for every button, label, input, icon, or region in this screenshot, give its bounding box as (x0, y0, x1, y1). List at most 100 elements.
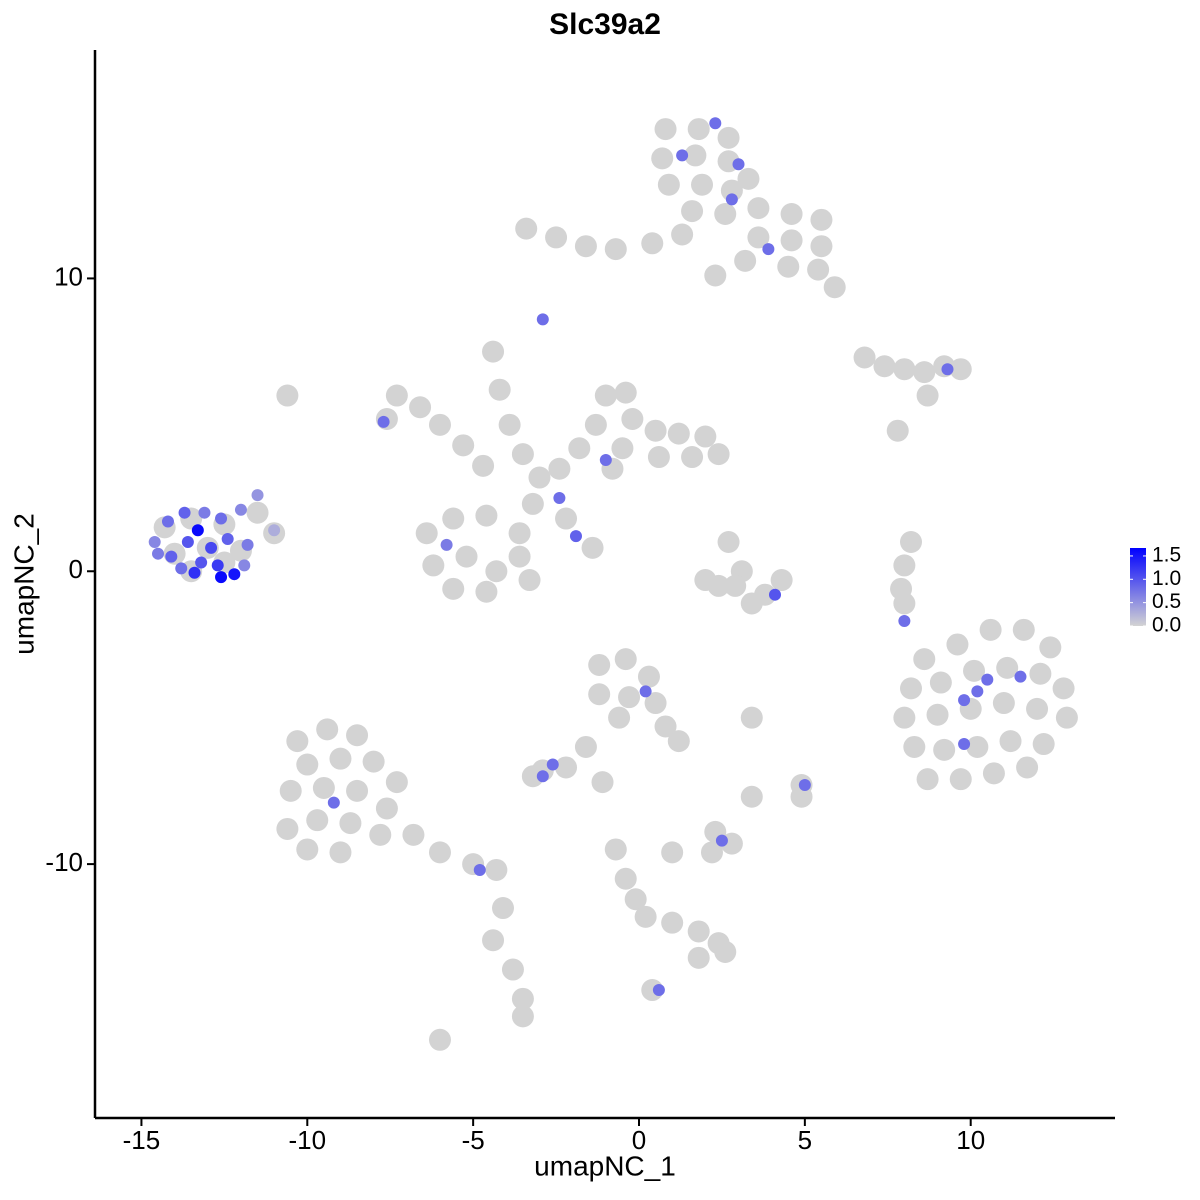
point (621, 407, 644, 430)
point (707, 443, 730, 466)
point (329, 841, 352, 864)
colorbar-label: 0.0 (1152, 614, 1181, 637)
point (1012, 618, 1035, 641)
point (732, 158, 745, 171)
point (684, 144, 707, 167)
point (501, 958, 524, 981)
point (296, 838, 319, 861)
point (777, 255, 800, 278)
point (996, 656, 1019, 679)
point (221, 533, 234, 546)
point (1055, 706, 1078, 729)
x-tick-label: 5 (798, 1125, 812, 1155)
point (584, 413, 607, 436)
point (152, 547, 165, 560)
point (790, 785, 813, 808)
point (574, 735, 597, 758)
point (893, 592, 916, 615)
point (667, 422, 690, 445)
point (234, 503, 247, 516)
point (916, 384, 939, 407)
point (574, 235, 597, 258)
point (211, 559, 224, 572)
point (528, 466, 551, 489)
point (981, 673, 994, 686)
point (1039, 636, 1062, 659)
point (521, 492, 544, 515)
point (440, 538, 453, 551)
point (691, 173, 714, 196)
point (422, 554, 445, 577)
point (473, 863, 486, 876)
point (428, 1028, 451, 1051)
point (614, 867, 637, 890)
point (949, 358, 972, 381)
point (442, 507, 465, 530)
point (148, 535, 161, 548)
point (569, 530, 582, 543)
point (428, 413, 451, 436)
point (362, 750, 385, 773)
point (687, 920, 710, 943)
point (1032, 733, 1055, 756)
point (898, 615, 911, 628)
y-tick-label: -10 (45, 847, 83, 877)
point (485, 560, 508, 583)
point (687, 946, 710, 969)
point (518, 569, 541, 592)
point (747, 226, 770, 249)
point (215, 571, 228, 584)
point (853, 346, 876, 369)
point (555, 507, 578, 530)
y-axis-label: umapNC_2 (8, 513, 39, 655)
point (588, 683, 611, 706)
point (747, 197, 770, 220)
point (657, 173, 680, 196)
point (900, 530, 922, 553)
point (521, 765, 544, 788)
point (714, 940, 737, 963)
point (228, 568, 241, 581)
x-axis-label: umapNC_1 (534, 1150, 676, 1181)
point (1029, 662, 1052, 685)
point (588, 653, 611, 676)
point (958, 694, 971, 707)
point (720, 179, 743, 202)
colorbar (1130, 548, 1146, 626)
colorbar-label: 1.0 (1152, 567, 1181, 590)
point (296, 753, 319, 776)
point (999, 730, 1022, 753)
point (661, 841, 684, 864)
point (385, 384, 408, 407)
point (377, 415, 390, 428)
point (933, 738, 956, 761)
point (704, 264, 727, 287)
point (306, 809, 329, 832)
point (979, 618, 1002, 641)
point (604, 838, 627, 861)
point (810, 235, 833, 258)
point (714, 202, 737, 225)
point (238, 559, 251, 572)
point (402, 823, 425, 846)
point (178, 506, 191, 519)
point (472, 454, 495, 477)
point (455, 545, 478, 568)
point (611, 437, 634, 460)
point (913, 361, 936, 384)
point (568, 437, 591, 460)
point (511, 443, 534, 466)
point (482, 929, 505, 952)
point (644, 692, 667, 715)
point (181, 535, 194, 548)
point (769, 588, 781, 601)
point (195, 556, 208, 569)
point (926, 703, 949, 726)
point (614, 648, 637, 671)
point (717, 530, 740, 553)
point (709, 117, 722, 130)
point (581, 536, 604, 559)
point (175, 562, 188, 575)
point (536, 313, 549, 326)
point (508, 545, 531, 568)
